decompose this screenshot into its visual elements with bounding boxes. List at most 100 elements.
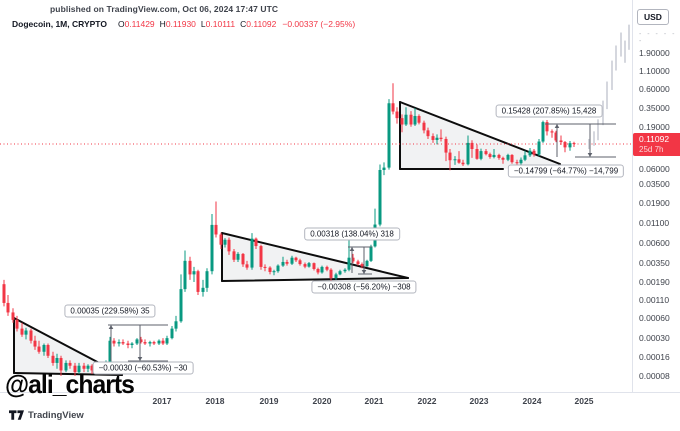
price-axis-label: 0.00060 [639, 313, 670, 323]
candle-body [537, 141, 541, 155]
price-axis-label: 0.03500 [639, 179, 670, 189]
candle-body [112, 340, 116, 344]
candle-body [387, 103, 391, 168]
candle-body [298, 260, 302, 265]
candle-body [444, 138, 448, 153]
price-axis-label: 1.90000 [639, 48, 670, 58]
candle-body [461, 162, 465, 165]
candle-body [492, 154, 496, 158]
candle-body [126, 343, 130, 345]
candle-body [426, 130, 430, 137]
candle-body [214, 224, 218, 235]
candle-body [541, 122, 545, 142]
chart-pane[interactable]: 0.00035 (229.58%) 35 −0.00030 (−60.53%) −… [0, 0, 634, 392]
ghost-projection-bar [597, 119, 599, 141]
range-annotation[interactable]: 0.00318 (138.04%) 318 [304, 227, 400, 241]
candle-body [227, 239, 231, 252]
candle-body [329, 269, 333, 278]
range-annotation[interactable]: 0.00035 (229.58%) 35 [64, 304, 156, 318]
price-axis-label: 0.00190 [639, 277, 670, 287]
candle-body [46, 344, 50, 356]
time-axis-label: 2017 [152, 396, 172, 406]
price-axis[interactable]: USD - - - - - - 0.11092 25d 7h 1.90000 1.… [632, 0, 680, 392]
time-axis-label: 2023 [469, 396, 489, 406]
range-annotation[interactable]: −0.14799 (−64.77%) −14,799 [507, 164, 625, 178]
time-axis-label: 2022 [417, 396, 437, 406]
candle-body [130, 343, 134, 345]
candle-body [42, 344, 46, 352]
candle-body [316, 268, 320, 273]
candle-body [320, 266, 324, 273]
current-price-value: 0.11092 [639, 134, 670, 145]
candle-body [439, 137, 443, 139]
candle-body [303, 264, 307, 267]
candle-body [365, 260, 369, 267]
candle-body [59, 357, 63, 371]
candle-body [241, 253, 245, 265]
high-label: H [159, 19, 166, 29]
candle-body [73, 365, 77, 373]
symbol-title[interactable]: Dogecoin, 1M, CRYPTO [12, 19, 107, 29]
candle-body [263, 266, 267, 268]
candle-body [6, 302, 10, 313]
range-annotation[interactable]: −0.00308 (−56.20%) −308 [311, 280, 417, 294]
currency-toggle[interactable]: USD [637, 9, 669, 25]
current-price-badge: 0.11092 25d 7h [633, 133, 680, 157]
candle-body [400, 118, 404, 125]
ghost-projection-bar [606, 81, 608, 110]
candle-body [259, 246, 263, 267]
close-value: 0.11092 [246, 19, 277, 29]
candle-body [2, 284, 6, 303]
candlestick-chart[interactable] [0, 0, 634, 392]
range-tool-up-arrowhead [554, 124, 560, 128]
time-axis-label: 2020 [312, 396, 332, 406]
candle-body [192, 271, 196, 275]
tradingview-logo-icon [9, 410, 24, 420]
time-axis[interactable]: 2017 2018 2019 2020 2021 2022 2023 2024 2025 [0, 392, 680, 413]
candle-body [82, 365, 86, 369]
candle-body [506, 154, 510, 160]
bar-countdown: 25d 7h [639, 144, 664, 154]
tradingview-attribution[interactable]: TradingView [9, 410, 84, 421]
range-annotation[interactable]: −0.00030 (−60.53%) −30 [92, 361, 194, 375]
candle-body [338, 271, 342, 275]
open-label: O [117, 19, 125, 29]
low-value: 0.10111 [205, 19, 236, 29]
candle-body [484, 151, 488, 155]
range-tool-down-arrowhead [361, 270, 367, 274]
candle-body [369, 246, 373, 261]
author-watermark: @ali_charts [5, 369, 135, 399]
candle-body [51, 355, 55, 363]
candle-body [117, 342, 121, 344]
candle-body [334, 274, 338, 278]
candle-body [139, 339, 143, 343]
price-axis-label: 0.19000 [639, 122, 670, 132]
candle-body [422, 122, 426, 131]
candle-body [15, 319, 19, 329]
candle-body [515, 162, 519, 164]
price-axis-label: 0.01100 [639, 218, 670, 228]
candle-body [347, 257, 351, 270]
open-value: 0.11429 [124, 19, 155, 29]
candle-body [453, 159, 457, 161]
candle-body [135, 339, 139, 344]
ghost-projection-bar [620, 32, 622, 57]
candle-body [532, 150, 536, 155]
ghost-projection-bar [615, 45, 617, 71]
candle-body [152, 342, 156, 344]
candle-body [170, 328, 174, 339]
candle-body [343, 269, 347, 272]
candle-body [64, 362, 68, 371]
range-annotation[interactable]: 0.15428 (207.85%) 15,428 [495, 104, 603, 118]
candle-body [294, 257, 298, 261]
candle-body [272, 271, 276, 273]
time-axis-label: 2024 [522, 396, 542, 406]
symbol-legend: Dogecoin, 1M, CRYPTO O0.11429 H0.11930 L0.1… [12, 19, 355, 29]
ghost-projection-bar [593, 131, 595, 146]
candle-body [307, 263, 311, 267]
candle-body [205, 271, 209, 288]
candle-body [33, 340, 37, 347]
candle-body [188, 260, 192, 275]
low-label: L [200, 19, 206, 29]
candle-body [488, 154, 492, 158]
